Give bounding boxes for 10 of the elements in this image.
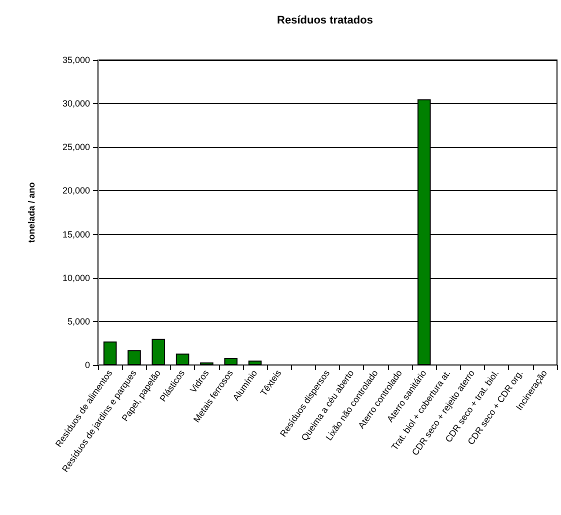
y-tick-label: 10,000 <box>62 272 90 283</box>
y-tick-label: 5,000 <box>67 316 90 326</box>
y-axis-title: tonelada / ano <box>26 182 36 243</box>
y-tick-label: 25,000 <box>62 142 90 152</box>
chart-title: Resíduos tratados <box>277 14 373 26</box>
y-tick-label: 0 <box>84 360 90 370</box>
y-tick-label: 15,000 <box>62 229 90 240</box>
y-tick-label: 20,000 <box>62 186 90 196</box>
y-tick-label: 35,000 <box>62 55 90 65</box>
y-tick-label: 30,000 <box>62 98 90 109</box>
